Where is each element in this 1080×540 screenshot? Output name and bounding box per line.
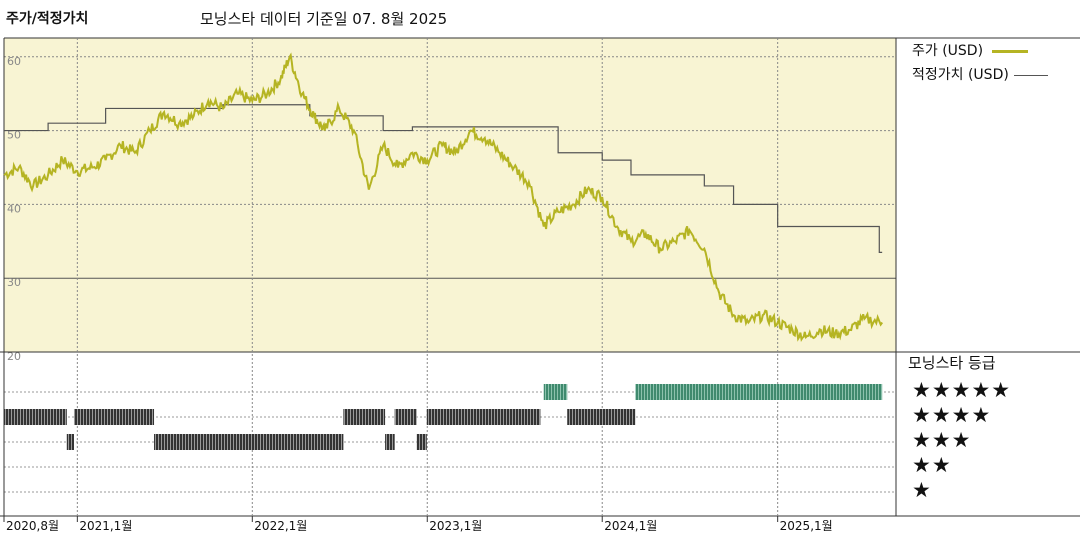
rating-bar-3-star [385, 434, 395, 450]
chart-subtitle: 모닝스타 데이터 기준일 07. 8월 2025 [200, 10, 448, 28]
star-row-2: ★★ [912, 453, 952, 477]
rating-title: 모닝스타 등급 [908, 354, 996, 372]
rating-bar-3-star [416, 434, 427, 450]
rating-bar-4-star [394, 409, 417, 425]
x-tick-label: 2022,1월 [254, 519, 307, 533]
y-tick-label: 30 [7, 276, 21, 289]
legend-price: 주가 (USD) [912, 40, 1028, 60]
y-tick-label: 50 [7, 129, 21, 142]
star-row-5: ★★★★★ [912, 378, 1012, 402]
rating-bar-5-star [543, 384, 568, 400]
rating-bar-5-star [635, 384, 883, 400]
x-tick-label: 2025,1월 [780, 519, 833, 533]
plot-area [4, 38, 896, 352]
star-row-1: ★ [912, 478, 932, 502]
x-tick-label: 2024,1월 [604, 519, 657, 533]
y-tick-label: 20 [7, 350, 21, 363]
y-tick-label: 60 [7, 55, 21, 68]
star-row-4: ★★★★ [912, 403, 992, 427]
legend-fair-value: 적정가치 (USD) [912, 64, 1049, 84]
star-row-3: ★★★ [912, 428, 972, 452]
legend-price-swatch [991, 49, 1028, 53]
legend-price-label: 주가 (USD) [912, 43, 984, 59]
rating-bar-4-star [426, 409, 541, 425]
rating-bar-4-star [567, 409, 636, 425]
rating-bar-4-star [343, 409, 386, 425]
legend-fair-swatch [1014, 74, 1049, 76]
rating-bar-3-star [154, 434, 344, 450]
rating-bar-3-star [66, 434, 74, 450]
price-line [3, 52, 884, 343]
rating-bar-4-star [4, 409, 67, 425]
x-tick-label: 2021,1월 [79, 519, 132, 533]
y-tick-label: 40 [7, 202, 21, 215]
chart-title: 주가/적정가치 [6, 11, 89, 27]
legend-fair-label: 적정가치 (USD) [912, 67, 1009, 83]
rating-bar-4-star [73, 409, 155, 425]
x-tick-label: 2023,1월 [429, 519, 482, 533]
x-tick-label: 2020,8월 [6, 519, 59, 533]
fair-value-line [4, 104, 883, 253]
